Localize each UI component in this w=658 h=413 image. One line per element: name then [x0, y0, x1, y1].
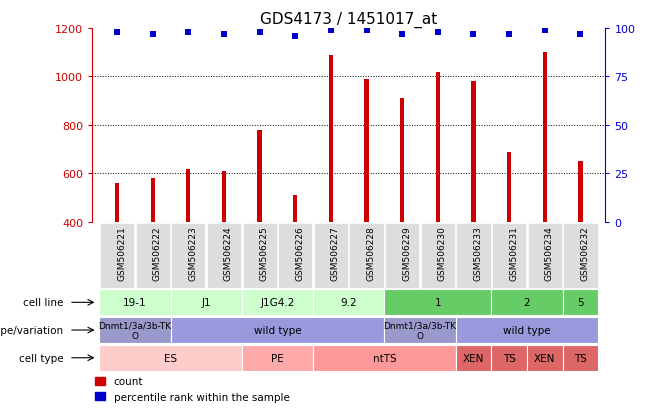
Point [218, 31, 229, 38]
Text: Dnmt1/3a/3b-TK
O: Dnmt1/3a/3b-TK O [98, 320, 172, 340]
Bar [471, 82, 476, 319]
Text: GSM506233: GSM506233 [474, 226, 482, 280]
Text: GSM506225: GSM506225 [260, 226, 268, 280]
Text: GSM506232: GSM506232 [580, 226, 590, 280]
Text: wild type: wild type [253, 325, 301, 335]
Text: GSM506226: GSM506226 [295, 226, 304, 280]
Bar [151, 179, 155, 319]
FancyBboxPatch shape [563, 290, 598, 316]
Text: GSM506227: GSM506227 [331, 226, 340, 280]
FancyBboxPatch shape [99, 290, 170, 316]
FancyBboxPatch shape [349, 223, 384, 288]
FancyBboxPatch shape [563, 223, 597, 288]
Bar [329, 55, 333, 319]
Point [361, 28, 372, 34]
Text: 1: 1 [434, 298, 441, 308]
Bar [293, 196, 297, 319]
Point [147, 31, 158, 38]
Bar [257, 131, 262, 319]
FancyBboxPatch shape [457, 223, 491, 288]
FancyBboxPatch shape [170, 317, 384, 343]
Text: wild type: wild type [503, 325, 551, 335]
Text: cell line: cell line [23, 298, 64, 308]
Bar [400, 99, 404, 319]
Point [432, 29, 443, 36]
Text: 2: 2 [524, 298, 530, 308]
FancyBboxPatch shape [492, 345, 527, 371]
Text: genotype/variation: genotype/variation [0, 325, 64, 335]
Text: ES: ES [164, 353, 177, 363]
Text: J1G4.2: J1G4.2 [261, 298, 295, 308]
FancyBboxPatch shape [313, 290, 384, 316]
Legend: count, percentile rank within the sample: count, percentile rank within the sample [91, 372, 293, 406]
FancyBboxPatch shape [99, 317, 170, 343]
Point [504, 31, 515, 38]
Text: GSM506228: GSM506228 [367, 226, 376, 280]
Text: Dnmt1/3a/3b-TK
O: Dnmt1/3a/3b-TK O [384, 320, 457, 340]
Bar [507, 152, 511, 319]
FancyBboxPatch shape [243, 223, 277, 288]
Point [540, 28, 550, 34]
Bar [186, 169, 191, 319]
Text: XEN: XEN [463, 353, 484, 363]
FancyBboxPatch shape [242, 290, 313, 316]
Text: PE: PE [271, 353, 284, 363]
FancyBboxPatch shape [314, 223, 348, 288]
FancyBboxPatch shape [207, 223, 241, 288]
FancyBboxPatch shape [136, 223, 170, 288]
Bar [365, 80, 368, 319]
Point [183, 29, 193, 36]
Text: TS: TS [503, 353, 516, 363]
FancyBboxPatch shape [563, 345, 598, 371]
FancyBboxPatch shape [100, 223, 134, 288]
Title: GDS4173 / 1451017_at: GDS4173 / 1451017_at [260, 12, 438, 28]
Text: J1: J1 [201, 298, 211, 308]
Point [397, 31, 407, 38]
FancyBboxPatch shape [384, 317, 455, 343]
FancyBboxPatch shape [171, 223, 205, 288]
FancyBboxPatch shape [385, 223, 419, 288]
Text: GSM506234: GSM506234 [545, 226, 554, 280]
Bar [578, 162, 582, 319]
FancyBboxPatch shape [455, 317, 598, 343]
Text: GSM506224: GSM506224 [224, 226, 233, 280]
Text: ntTS: ntTS [372, 353, 396, 363]
Bar [436, 72, 440, 319]
Text: GSM506223: GSM506223 [188, 226, 197, 280]
Text: 9.2: 9.2 [340, 298, 357, 308]
Text: GSM506229: GSM506229 [402, 226, 411, 280]
FancyBboxPatch shape [455, 345, 492, 371]
Text: TS: TS [574, 353, 587, 363]
Text: GSM506222: GSM506222 [153, 226, 162, 280]
FancyBboxPatch shape [278, 223, 313, 288]
FancyBboxPatch shape [528, 223, 562, 288]
FancyBboxPatch shape [99, 345, 242, 371]
FancyBboxPatch shape [527, 345, 563, 371]
FancyBboxPatch shape [384, 290, 492, 316]
FancyBboxPatch shape [420, 223, 455, 288]
Point [326, 28, 336, 34]
Bar [222, 172, 226, 319]
Bar [115, 184, 119, 319]
FancyBboxPatch shape [170, 290, 242, 316]
FancyBboxPatch shape [492, 223, 526, 288]
FancyBboxPatch shape [242, 345, 313, 371]
Point [468, 31, 479, 38]
Text: 19-1: 19-1 [123, 298, 147, 308]
Text: GSM506230: GSM506230 [438, 226, 447, 280]
Text: GSM506231: GSM506231 [509, 226, 518, 280]
Text: 5: 5 [577, 298, 584, 308]
FancyBboxPatch shape [313, 345, 455, 371]
Text: XEN: XEN [534, 353, 555, 363]
Bar [543, 53, 547, 319]
Text: cell type: cell type [19, 353, 64, 363]
Point [255, 29, 265, 36]
Point [112, 29, 122, 36]
Point [575, 31, 586, 38]
Point [290, 33, 301, 40]
Text: GSM506221: GSM506221 [117, 226, 126, 280]
FancyBboxPatch shape [492, 290, 563, 316]
